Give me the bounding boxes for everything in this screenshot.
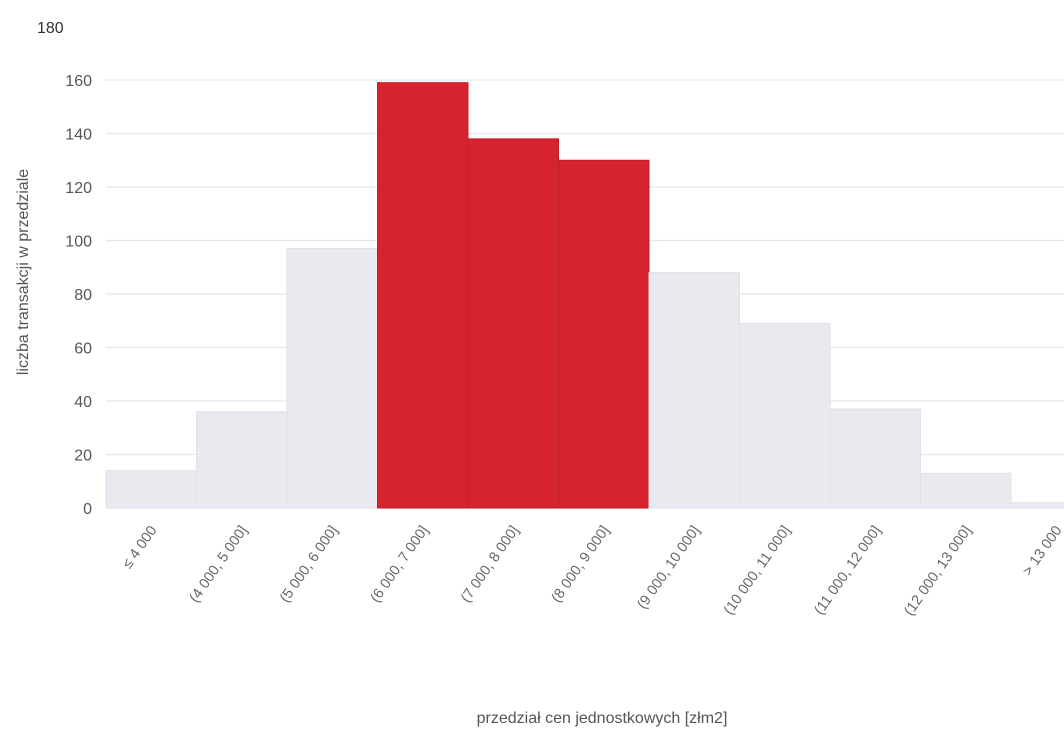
bar — [286, 248, 378, 509]
corner-axis-label: 180 — [37, 20, 64, 37]
bar — [648, 272, 740, 509]
x-tick-label: (8 000, 9 000] — [549, 523, 613, 605]
x-axis-label: przedział cen jednostkowych [złm2] — [477, 710, 728, 727]
bar — [105, 470, 197, 509]
x-tick-label: (6 000, 7 000] — [368, 523, 432, 605]
y-tick-label: 40 — [74, 394, 92, 411]
bar — [377, 82, 469, 509]
y-tick-label: 160 — [65, 73, 92, 90]
y-tick-label: 80 — [74, 287, 92, 304]
bar — [1010, 502, 1064, 509]
bar — [467, 138, 559, 509]
x-tick-label: (12 000, 13 000] — [901, 523, 975, 619]
x-tick-labels: ≤ 4 000 (4 000, 5 000] (5 000, 6 000] (6 00… — [120, 523, 1064, 619]
bar — [558, 159, 650, 509]
bar — [196, 411, 288, 509]
bars — [105, 82, 1064, 509]
y-tick-label: 100 — [65, 234, 92, 251]
bar — [920, 472, 1012, 509]
bar — [829, 408, 921, 509]
x-tick-label: ≤ 4 000 — [120, 523, 161, 572]
x-tick-label: > 13 000 — [1020, 523, 1064, 579]
bar — [739, 322, 831, 509]
y-tick-label: 140 — [65, 127, 92, 144]
y-tick-label: 120 — [65, 180, 92, 197]
x-tick-label: (4 000, 5 000] — [187, 523, 251, 605]
y-tick-labels: 0 20 40 60 80 100 120 140 160 — [65, 73, 92, 518]
x-tick-label: (9 000, 10 000] — [634, 523, 703, 612]
x-tick-label: (10 000, 11 000] — [721, 523, 794, 618]
y-axis-label: liczba transakcji w przedziale — [15, 169, 32, 375]
y-tick-label: 0 — [83, 501, 92, 518]
x-tick-label: (11 000, 12 000] — [811, 523, 884, 618]
y-tick-label: 60 — [74, 341, 92, 358]
x-tick-label: (7 000, 8 000] — [458, 523, 522, 605]
y-tick-label: 20 — [74, 448, 92, 465]
x-tick-label: (5 000, 6 000] — [277, 523, 341, 605]
